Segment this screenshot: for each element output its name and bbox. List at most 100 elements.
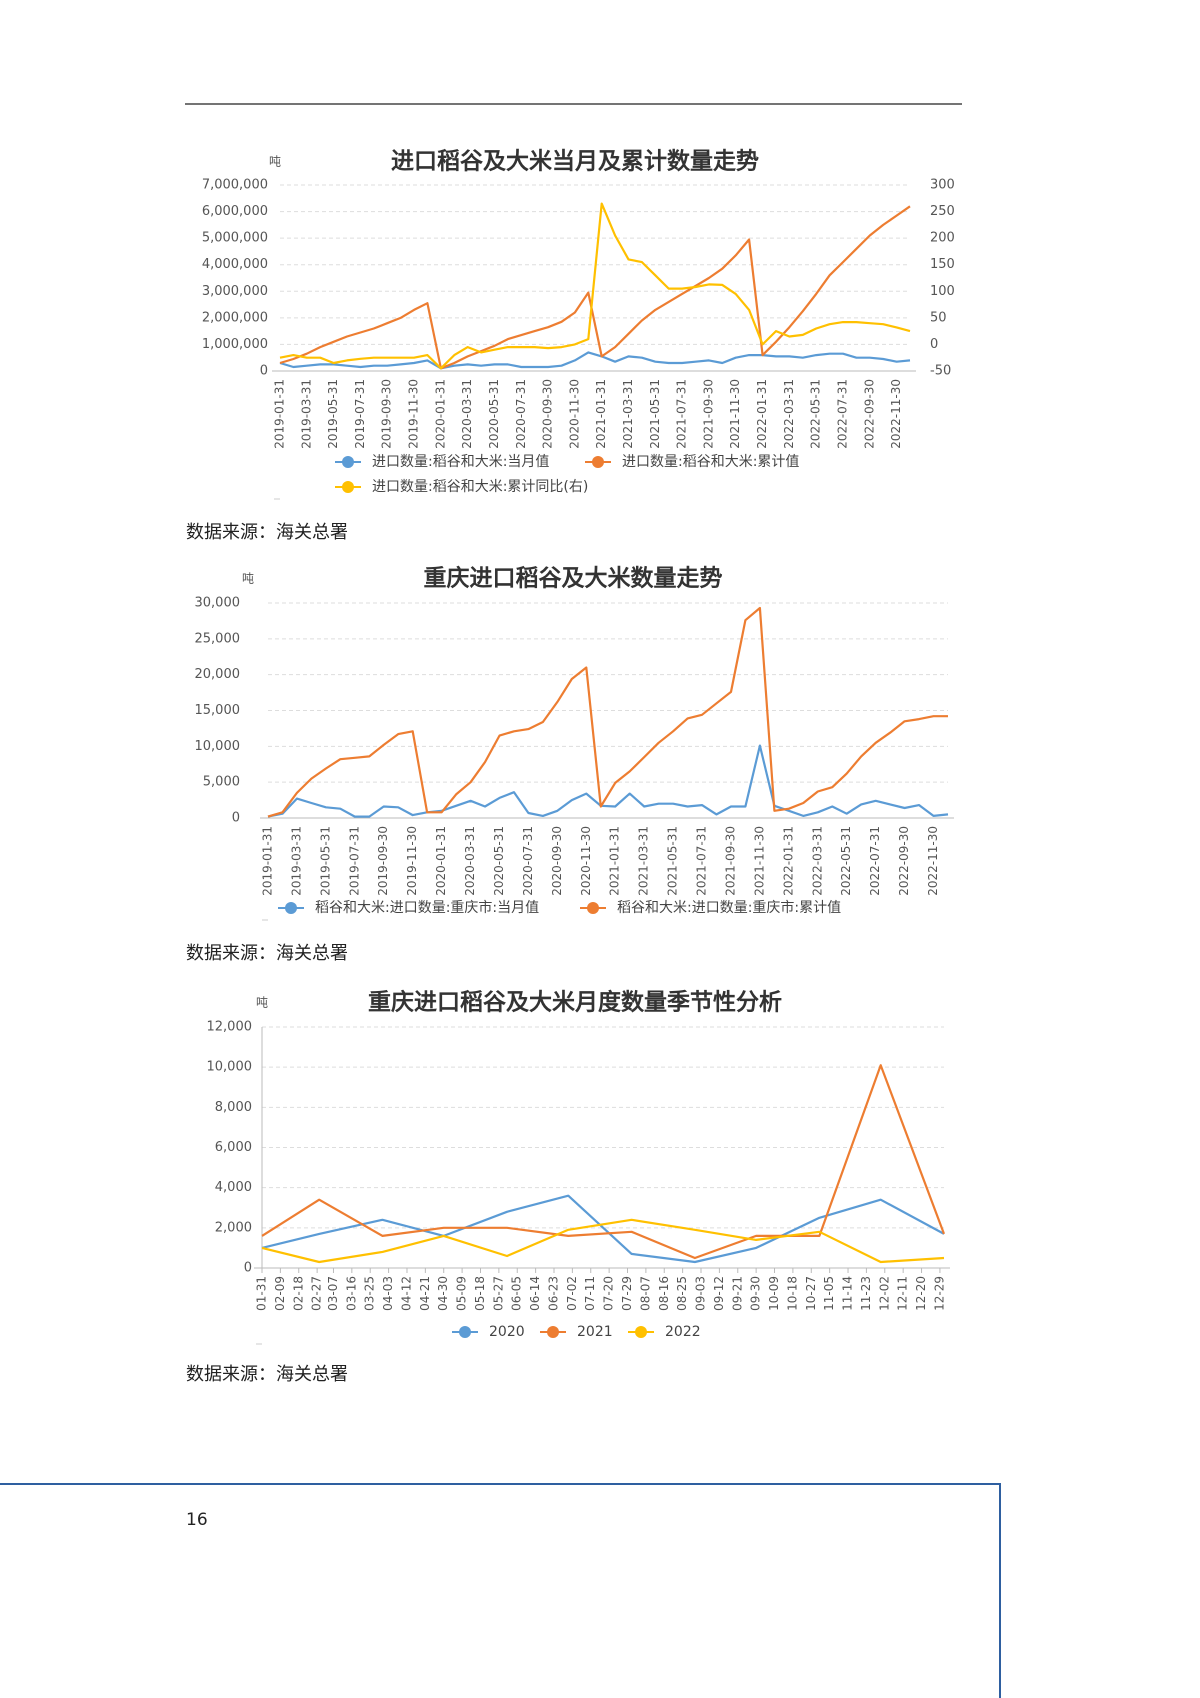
x-tick-label: 08-25 bbox=[675, 1276, 689, 1311]
chart-title: 重庆进口稻谷及大米月度数量季节性分析 bbox=[368, 989, 782, 1016]
y-tick-label: 6,000,000 bbox=[202, 204, 268, 219]
y-tick-label: 6,000 bbox=[215, 1140, 252, 1155]
y-tick-label: 1,000,000 bbox=[202, 337, 268, 352]
x-tick-label: 04-30 bbox=[436, 1276, 450, 1311]
x-tick-label: 07-20 bbox=[602, 1276, 616, 1311]
y2-tick-label: 200 bbox=[930, 231, 955, 246]
x-tick-label: 2022-11-30 bbox=[926, 826, 940, 896]
x-tick-label: 2022-01-31 bbox=[781, 826, 795, 896]
legend-marker bbox=[342, 456, 354, 468]
y-tick-label: 8,000 bbox=[215, 1100, 252, 1115]
x-tick-label: 2021-01-31 bbox=[594, 379, 608, 449]
x-tick-label: 09-21 bbox=[730, 1276, 744, 1311]
legend-label: 进口数量:稻谷和大米:累计值 bbox=[622, 454, 799, 470]
legend-marker bbox=[592, 456, 604, 468]
chart-title: 重庆进口稻谷及大米数量走势 bbox=[424, 565, 723, 592]
x-tick-label: 03-25 bbox=[363, 1276, 377, 1311]
x-tick-label: 2019-03-31 bbox=[289, 826, 303, 896]
y-tick-label: 30,000 bbox=[195, 596, 241, 611]
legend-marker bbox=[285, 902, 297, 914]
x-tick-label: 2022-07-31 bbox=[868, 826, 882, 896]
x-tick-label: 09-12 bbox=[712, 1276, 726, 1311]
x-tick-label: 07-11 bbox=[583, 1276, 597, 1311]
y-tick-label: 5,000,000 bbox=[202, 231, 268, 246]
x-tick-label: 10-09 bbox=[767, 1276, 781, 1311]
x-tick-label: 2019-09-30 bbox=[376, 826, 390, 896]
legend-label: 2020 bbox=[489, 1324, 525, 1340]
source-note: 数据来源：海关总署 bbox=[186, 943, 348, 964]
y-tick-label: 10,000 bbox=[195, 739, 241, 754]
x-tick-label: 07-29 bbox=[620, 1276, 634, 1311]
x-tick-label: 2019-11-30 bbox=[407, 379, 421, 449]
legend-label: 稻谷和大米:进口数量:重庆市:累计值 bbox=[617, 899, 841, 916]
series-line bbox=[261, 1064, 946, 1260]
y2-tick-label: 150 bbox=[930, 257, 955, 272]
y-tick-label: 3,000,000 bbox=[202, 284, 268, 299]
chart-title: 进口稻谷及大米当月及累计数量走势 bbox=[391, 149, 759, 175]
series-line bbox=[261, 1218, 945, 1264]
x-tick-label: 06-23 bbox=[546, 1276, 560, 1311]
footer-border bbox=[0, 1483, 1001, 1698]
x-tick-label: 2019-03-31 bbox=[299, 379, 313, 449]
x-tick-label: 2022-11-30 bbox=[889, 379, 903, 449]
x-tick-label: 2020-01-31 bbox=[433, 379, 447, 449]
x-tick-label: 2020-05-31 bbox=[487, 379, 501, 449]
x-tick-label: 2022-03-31 bbox=[782, 379, 796, 449]
x-tick-label: 07-02 bbox=[565, 1276, 579, 1311]
x-tick-label: 12-11 bbox=[896, 1276, 910, 1311]
legend-marker bbox=[547, 1326, 559, 1338]
page-number: 16 bbox=[186, 1510, 208, 1530]
y-tick-label: 2,000 bbox=[215, 1220, 252, 1235]
legend-label: 进口数量:稻谷和大米:累计同比(右) bbox=[372, 479, 588, 495]
y-tick-label: 25,000 bbox=[195, 631, 241, 646]
x-tick-label: 09-03 bbox=[694, 1276, 708, 1311]
source-note: 数据来源：海关总署 bbox=[186, 1364, 348, 1385]
y2-tick-label: 300 bbox=[930, 178, 955, 193]
x-tick-label: 2019-01-31 bbox=[261, 826, 275, 896]
x-tick-label: 10-18 bbox=[785, 1276, 799, 1311]
x-tick-label: 2021-07-31 bbox=[675, 379, 689, 449]
x-tick-label: 2021-11-30 bbox=[728, 379, 742, 449]
source-note: 数据来源：海关总署 bbox=[186, 522, 348, 543]
y-tick-label: 0 bbox=[260, 364, 268, 379]
legend-marker bbox=[587, 902, 599, 914]
y2-tick-label: 50 bbox=[930, 310, 947, 325]
x-tick-label: 2019-09-30 bbox=[380, 379, 394, 449]
x-tick-label: 2020-09-30 bbox=[541, 379, 555, 449]
x-tick-label: 2020-11-30 bbox=[579, 826, 593, 896]
y-tick-label: 5,000 bbox=[203, 775, 240, 790]
x-tick-label: 10-27 bbox=[804, 1276, 818, 1311]
y2-tick-label: 250 bbox=[930, 204, 955, 219]
x-tick-label: 03-07 bbox=[326, 1276, 340, 1311]
legend-marker bbox=[459, 1326, 471, 1338]
y-tick-label: 2,000,000 bbox=[202, 310, 268, 325]
legend-label: 2022 bbox=[665, 1324, 701, 1340]
x-tick-label: 04-21 bbox=[418, 1276, 432, 1311]
series-line bbox=[261, 1194, 945, 1264]
x-tick-label: 2019-11-30 bbox=[405, 826, 419, 896]
x-tick-label: 12-20 bbox=[914, 1276, 928, 1311]
x-tick-label: 12-02 bbox=[877, 1276, 891, 1311]
x-tick-label: 2021-11-30 bbox=[752, 826, 766, 896]
x-tick-label: 2021-07-31 bbox=[695, 826, 709, 896]
y-tick-label: 0 bbox=[244, 1261, 252, 1276]
y-tick-label: 12,000 bbox=[207, 1020, 253, 1035]
x-tick-label: 2019-01-31 bbox=[273, 379, 287, 449]
x-tick-label: 05-09 bbox=[455, 1276, 469, 1311]
x-tick-label: 2021-01-31 bbox=[608, 826, 622, 896]
x-tick-label: 2022-09-30 bbox=[897, 826, 911, 896]
y-tick-label: 4,000 bbox=[215, 1180, 252, 1195]
x-tick-label: 2021-05-31 bbox=[648, 379, 662, 449]
x-tick-label: 11-05 bbox=[822, 1276, 836, 1311]
x-tick-label: 2021-03-31 bbox=[621, 379, 635, 449]
x-tick-label: 2021-09-30 bbox=[723, 826, 737, 896]
x-tick-label: 2020-01-31 bbox=[434, 826, 448, 896]
x-tick-label: 2022-05-31 bbox=[839, 826, 853, 896]
y2-tick-label: 100 bbox=[930, 284, 955, 299]
x-tick-label: 2021-05-31 bbox=[666, 826, 680, 896]
x-tick-label: 2020-07-31 bbox=[514, 379, 528, 449]
y-tick-label: 4,000,000 bbox=[202, 257, 268, 272]
x-tick-label: 2022-03-31 bbox=[810, 826, 824, 896]
x-tick-label: 02-27 bbox=[310, 1276, 324, 1311]
